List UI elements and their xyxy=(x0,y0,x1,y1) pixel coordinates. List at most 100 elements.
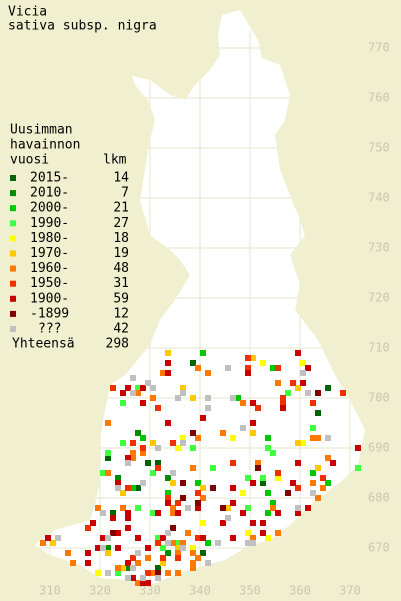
observation-square xyxy=(250,400,256,406)
observation-square xyxy=(115,570,121,576)
x-grid-label: 340 xyxy=(189,584,211,598)
observation-square xyxy=(260,520,266,526)
observation-square xyxy=(140,580,146,586)
observation-square xyxy=(190,430,196,436)
observation-square xyxy=(275,380,281,386)
observation-square xyxy=(140,400,146,406)
legend-count: 31 xyxy=(113,276,129,291)
legend-label: ??? xyxy=(38,322,61,337)
observation-square xyxy=(295,460,301,466)
observation-square xyxy=(150,385,156,391)
observation-square xyxy=(110,515,116,521)
observation-square xyxy=(125,515,131,521)
legend-label: 1980- xyxy=(30,231,69,246)
legend-swatch xyxy=(10,250,16,257)
observation-square xyxy=(250,420,256,426)
observation-square xyxy=(135,385,141,391)
y-grid-label: 750 xyxy=(368,141,390,155)
legend-total-label: Yhteensä xyxy=(12,337,75,352)
observation-square xyxy=(150,570,156,576)
observation-square xyxy=(155,460,161,466)
observation-square xyxy=(200,415,206,421)
observation-square xyxy=(240,490,246,496)
observation-square xyxy=(115,545,121,551)
y-grid-label: 770 xyxy=(368,41,390,55)
observation-square xyxy=(255,460,261,466)
observation-square xyxy=(165,490,171,496)
observation-square xyxy=(220,505,226,511)
observation-square xyxy=(230,535,236,541)
observation-square xyxy=(135,505,141,511)
x-grid-label: 370 xyxy=(339,584,361,598)
observation-square xyxy=(105,570,111,576)
legend-swatch xyxy=(10,310,16,317)
observation-square xyxy=(165,500,171,506)
legend-count: 12 xyxy=(113,306,129,321)
observations xyxy=(40,350,361,586)
observation-square xyxy=(95,545,101,551)
observation-square xyxy=(105,535,111,541)
observation-square xyxy=(270,450,276,456)
y-grid-label: 710 xyxy=(368,341,390,355)
observation-square xyxy=(245,505,251,511)
legend-swatch xyxy=(10,175,16,181)
observation-square xyxy=(265,435,271,441)
legend-swatch xyxy=(10,235,16,242)
observation-square xyxy=(200,485,206,491)
observation-square xyxy=(295,505,301,511)
observation-square xyxy=(190,550,196,556)
legend-label: 2010- xyxy=(30,186,69,201)
observation-square xyxy=(300,370,306,376)
observation-square xyxy=(175,555,181,561)
observation-square xyxy=(130,455,136,461)
observation-square xyxy=(260,480,266,486)
legend-label: 1960- xyxy=(30,261,69,276)
observation-square xyxy=(245,475,251,481)
observation-square xyxy=(130,485,136,491)
legend-count: 42 xyxy=(113,322,129,337)
observation-square xyxy=(250,480,256,486)
observation-square xyxy=(125,560,131,566)
y-grid-label: 670 xyxy=(368,541,390,555)
observation-square xyxy=(205,540,211,546)
observation-square xyxy=(220,520,226,526)
observation-square xyxy=(300,440,306,446)
observation-square xyxy=(195,505,201,511)
observation-square xyxy=(175,500,181,506)
x-grid-label: 320 xyxy=(89,584,111,598)
observation-square xyxy=(185,505,191,511)
observation-square xyxy=(310,480,316,486)
observation-square xyxy=(210,485,216,491)
observation-square xyxy=(130,375,136,381)
observation-square xyxy=(155,540,161,546)
observation-square xyxy=(105,420,111,426)
observation-square xyxy=(310,425,316,431)
observation-square xyxy=(175,545,181,551)
observation-square xyxy=(210,465,216,471)
observation-square xyxy=(195,435,201,441)
observation-square xyxy=(105,455,111,461)
observation-square xyxy=(305,365,311,371)
observation-square xyxy=(125,455,131,461)
observation-square xyxy=(160,545,166,551)
observation-square xyxy=(165,495,171,501)
observation-square xyxy=(355,445,361,451)
title: Vicia xyxy=(8,5,47,20)
observation-square xyxy=(190,545,196,551)
y-grid-label: 720 xyxy=(368,291,390,305)
observation-square xyxy=(180,435,186,441)
observation-square xyxy=(250,540,256,546)
observation-square xyxy=(270,365,276,371)
y-grid-label: 730 xyxy=(368,241,390,255)
observation-square xyxy=(90,520,96,526)
legend-title: Uusimman xyxy=(10,123,73,138)
y-grid-label: 690 xyxy=(368,441,390,455)
observation-square xyxy=(285,490,291,496)
observation-square xyxy=(170,510,176,516)
observation-square xyxy=(260,475,266,481)
observation-square xyxy=(140,435,146,441)
legend-label: 1990- xyxy=(30,216,69,231)
observation-square xyxy=(260,360,266,366)
observation-square xyxy=(165,570,171,576)
